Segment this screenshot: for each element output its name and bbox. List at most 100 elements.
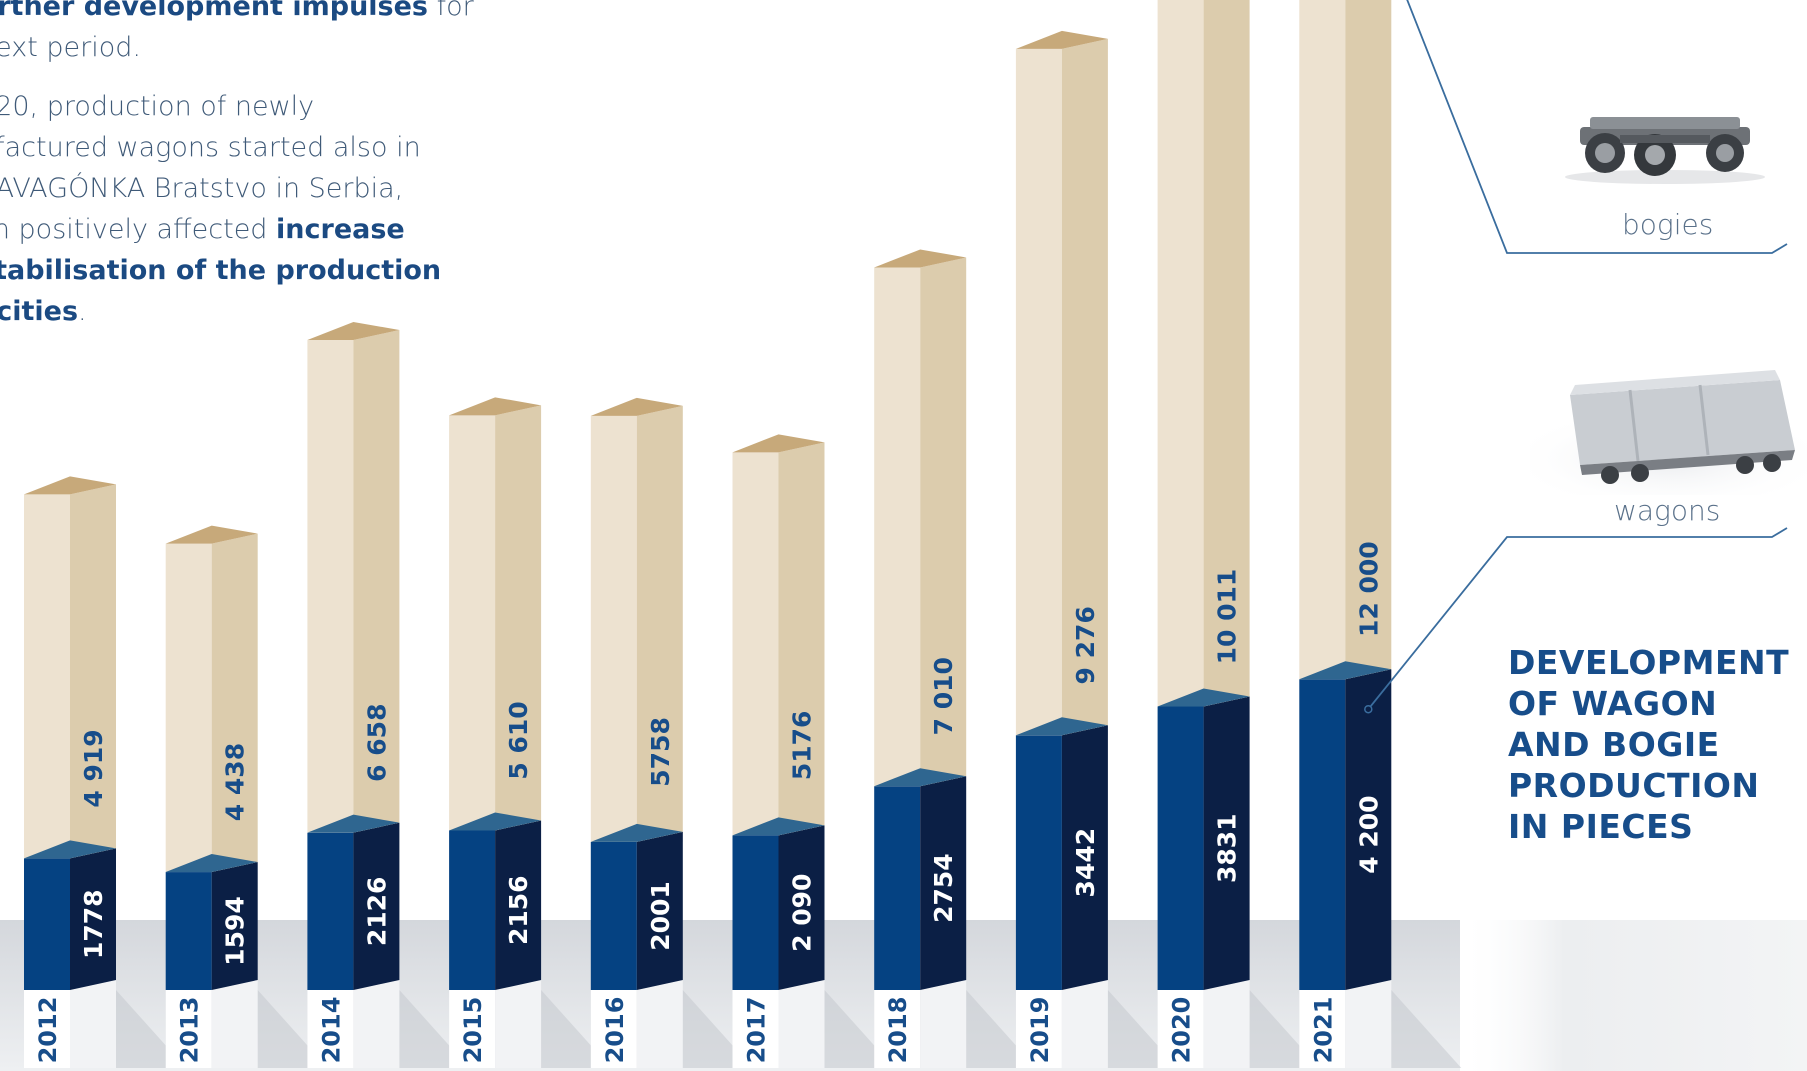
bogies-value-2019: 9 276 xyxy=(1071,606,1100,684)
intro-bold-2: increase xyxy=(276,214,405,245)
bar-wagons-topface xyxy=(449,812,542,831)
bar-bogies-side-2012 xyxy=(70,484,116,859)
bar-wagons-topface xyxy=(24,840,116,859)
bar-base-front xyxy=(449,990,496,1068)
bar-wagons-2013 xyxy=(165,872,212,990)
bar-wagons-2020 xyxy=(1157,706,1204,990)
bar-wagons-side-2014 xyxy=(353,822,400,990)
chart-title-line-5: IN PIECES xyxy=(1508,807,1694,846)
bogies-value-2021: 12 000 xyxy=(1354,541,1383,637)
chart-title-line-4: PRODUCTION xyxy=(1508,766,1760,805)
bar-bogies-side-2014 xyxy=(353,329,400,833)
bar-wagons-topface xyxy=(874,768,967,787)
intro-bold-3: stabilisation of the production xyxy=(0,255,442,286)
bar-bogies-topface xyxy=(307,321,400,340)
bar-bogies-side-2021 xyxy=(1345,0,1392,680)
bogies-value-2016: 5758 xyxy=(646,717,675,787)
bar-base-side xyxy=(1203,980,1250,1068)
bogies-value-2014: 6 658 xyxy=(362,704,391,782)
bar-group-2020: 2020 3831 10 011 xyxy=(1157,0,1320,1068)
bar-base-front xyxy=(1015,990,1062,1068)
bar-bogies-side-2020 xyxy=(1203,0,1250,707)
bar-wagons-2021 xyxy=(1299,679,1346,990)
bar-wagons-topface xyxy=(590,823,683,842)
intro-text: urther development impulses for next peri… xyxy=(0,0,488,350)
year-label-2021: 2021 xyxy=(1309,997,1337,1064)
bar-group-2019: 2019 3442 9 276 xyxy=(1015,30,1178,1068)
wagons-value-2016: 2001 xyxy=(646,881,675,951)
bar-base-front xyxy=(307,990,354,1068)
bar-wagons-2016 xyxy=(590,841,637,990)
bar-base-side xyxy=(211,980,258,1068)
bar-base-side xyxy=(70,980,116,1068)
intro-text-6: ch positively affected xyxy=(0,214,277,245)
bar-wagons-side-2020 xyxy=(1203,696,1250,990)
bar-bogies-side-2018 xyxy=(920,257,967,787)
intro-text-7: . xyxy=(78,296,87,327)
year-label-2014: 2014 xyxy=(317,997,345,1064)
bar-group-2017: 2017 2 090 5176 xyxy=(732,434,895,1068)
wagons-value-2012: 1778 xyxy=(79,889,108,959)
bar-bogies-topface xyxy=(590,397,683,416)
intro-bold-1: urther development impulses xyxy=(0,0,428,22)
bar-group-2021: 2021 4 200 12 000 xyxy=(1299,0,1462,1068)
bar-wagons-2014 xyxy=(307,832,354,990)
bar-bogies-topface xyxy=(449,397,542,416)
bar-wagons-topface xyxy=(732,817,825,836)
year-label-2020: 2020 xyxy=(1168,997,1196,1064)
bar-group-2015: 2015 2156 5 610 xyxy=(449,397,612,1068)
year-label-2017: 2017 xyxy=(743,997,771,1064)
wagons-value-2014: 2126 xyxy=(362,877,391,947)
year-label-2015: 2015 xyxy=(459,997,487,1064)
bar-wagons-2015 xyxy=(449,830,496,990)
bar-bogies-2016 xyxy=(590,415,637,842)
chart-title: DEVELOPMENT OF WAGON AND BOGIE PRODUCTIO… xyxy=(1508,642,1807,847)
bar-bogies-2012 xyxy=(24,494,70,859)
bar-base-front xyxy=(732,990,779,1068)
bar-base-side xyxy=(778,980,825,1068)
bar-wagons-side-2019 xyxy=(1061,725,1108,990)
bar-bogies-topface xyxy=(732,434,825,453)
bar-group-2012: 2012 1778 4 919 xyxy=(24,476,186,1068)
bar-wagons-side-2021 xyxy=(1345,669,1392,990)
intro-bold-4: acities xyxy=(0,296,79,327)
wagons-legend-label: wagons xyxy=(1614,494,1721,527)
year-label-2012: 2012 xyxy=(34,997,62,1064)
bar-wagons-side-2015 xyxy=(495,820,542,990)
intro-text-5: RAVAGÓNKA Bratstvo in Serbia, xyxy=(0,173,404,204)
bar-bogies-2013 xyxy=(165,543,212,873)
wagons-value-2019: 3442 xyxy=(1071,828,1100,898)
year-label-2018: 2018 xyxy=(884,997,912,1064)
bar-base-front xyxy=(1157,990,1204,1068)
bar-wagons-2018 xyxy=(874,786,921,990)
wagon-icon xyxy=(1530,370,1807,495)
bogies-value-2012: 4 919 xyxy=(79,729,108,807)
bogies-value-2017: 5176 xyxy=(788,711,817,781)
bar-wagons-side-2013 xyxy=(211,862,258,990)
bar-bogies-topface xyxy=(24,476,116,495)
year-label-2016: 2016 xyxy=(601,997,629,1064)
wagons-leader-dot xyxy=(1364,704,1373,714)
bar-wagons-2017 xyxy=(732,835,779,990)
bar-wagons-side-2018 xyxy=(920,776,967,990)
bar-wagons-topface xyxy=(1015,717,1108,736)
bar-group-2014: 2014 2126 6 658 xyxy=(307,321,470,1068)
intro-text-2: next period. xyxy=(0,32,141,63)
bogie-icon xyxy=(1565,117,1765,184)
bar-group-2016: 2016 2001 5758 xyxy=(590,397,753,1068)
bar-base-front xyxy=(165,990,212,1068)
bar-bogies-2015 xyxy=(449,415,496,831)
wagons-value-2018: 2754 xyxy=(929,853,958,923)
bar-base-front xyxy=(24,990,70,1068)
bar-base-front xyxy=(1299,990,1346,1068)
bar-bogies-topface xyxy=(874,249,967,268)
wagons-value-2021: 4 200 xyxy=(1354,795,1383,873)
bogies-value-2015: 5 610 xyxy=(504,701,533,779)
chart-title-line-2: OF WAGON xyxy=(1508,684,1718,723)
bar-bogies-side-2017 xyxy=(778,442,825,836)
bogies-value-2018: 7 010 xyxy=(929,657,958,735)
bogies-legend-label: bogies xyxy=(1622,208,1714,241)
bar-base-side xyxy=(636,980,683,1068)
year-label-2013: 2013 xyxy=(176,997,204,1064)
bogies-value-2013: 4 438 xyxy=(221,743,250,821)
